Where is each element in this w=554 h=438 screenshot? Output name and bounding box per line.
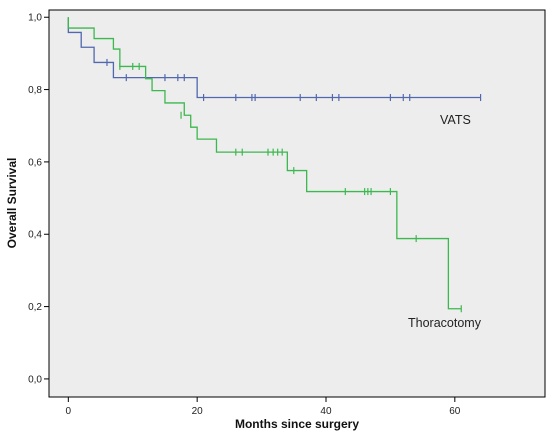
x-axis-title: Months since surgery <box>235 417 359 431</box>
series-label-vats: VATS <box>440 113 471 127</box>
axis-ticks <box>44 16 456 402</box>
y-tick-label: 0,0 <box>28 374 42 385</box>
y-tick-label: 0,2 <box>28 302 42 313</box>
y-tick-label: 0,8 <box>28 85 42 96</box>
series-label-thoracotomy: Thoracotomy <box>408 316 482 330</box>
plot-area <box>48 9 546 398</box>
x-tick-label: 20 <box>192 406 204 417</box>
y-axis-title: Overall Survival <box>5 158 19 249</box>
y-tick-label: 0,4 <box>28 230 42 241</box>
y-tick-label: 0,6 <box>28 157 42 168</box>
x-tick-label: 0 <box>66 406 72 417</box>
tick-labels: 0 20 40 60 0,0 0,2 0,4 0,6 0,8 1,0 <box>28 13 461 417</box>
x-tick-label: 60 <box>449 406 461 417</box>
y-tick-label: 1,0 <box>28 13 42 24</box>
series-line-thoracotomy <box>67 17 462 310</box>
series-line-vats <box>67 17 481 99</box>
series-layer <box>67 17 482 313</box>
x-tick-label: 40 <box>320 406 332 417</box>
